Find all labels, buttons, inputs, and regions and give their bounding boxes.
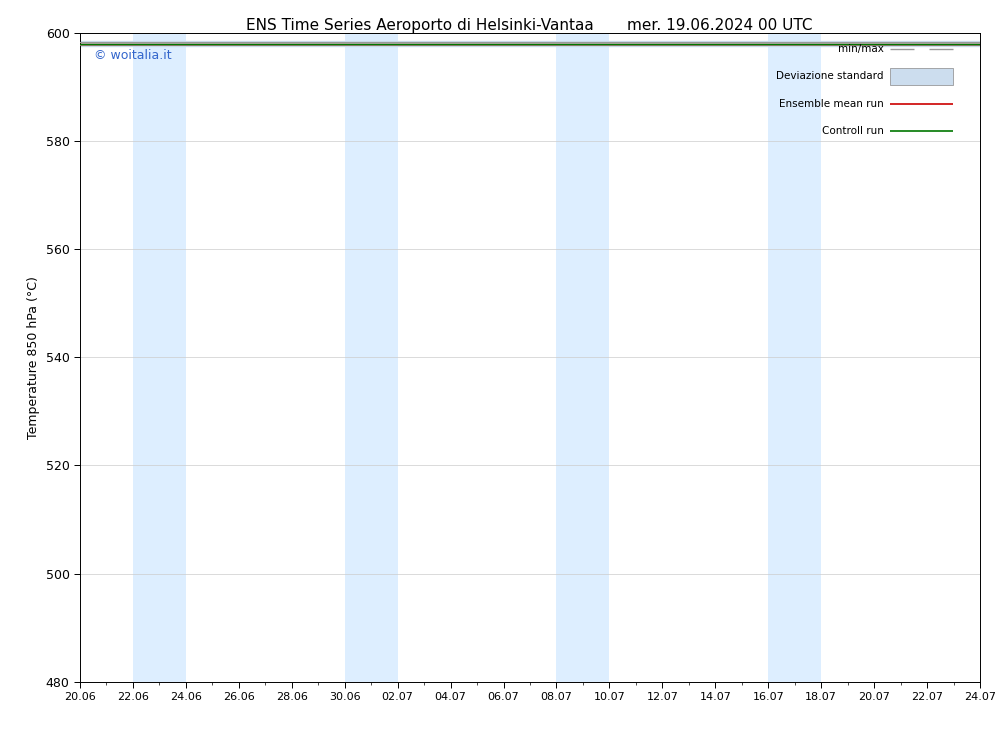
Bar bbox=[890, 68, 953, 85]
Text: Deviazione standard: Deviazione standard bbox=[776, 71, 884, 81]
Text: © woitalia.it: © woitalia.it bbox=[94, 49, 171, 62]
Text: Controll run: Controll run bbox=[822, 126, 884, 136]
Text: Ensemble mean run: Ensemble mean run bbox=[779, 99, 884, 108]
Bar bbox=[980, 33, 1000, 682]
Text: mer. 19.06.2024 00 UTC: mer. 19.06.2024 00 UTC bbox=[627, 18, 813, 33]
Y-axis label: Temperature 850 hPa (°C): Temperature 850 hPa (°C) bbox=[27, 276, 40, 439]
Bar bbox=[133, 33, 186, 682]
Bar bbox=[556, 33, 609, 682]
Bar bbox=[345, 33, 398, 682]
Text: min/max: min/max bbox=[838, 44, 884, 54]
Bar bbox=[768, 33, 821, 682]
Text: ENS Time Series Aeroporto di Helsinki-Vantaa: ENS Time Series Aeroporto di Helsinki-Va… bbox=[246, 18, 594, 33]
